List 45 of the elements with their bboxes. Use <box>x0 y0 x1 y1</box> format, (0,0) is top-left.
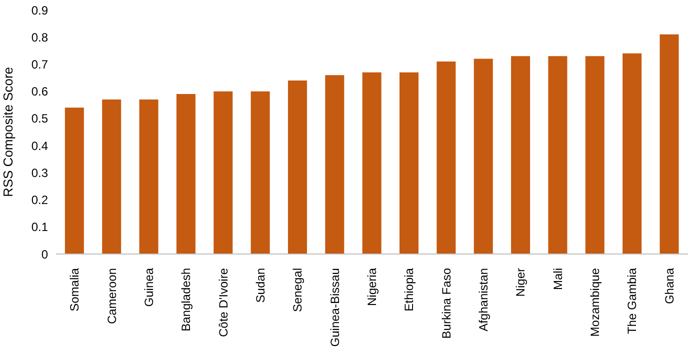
bar <box>102 99 122 254</box>
bar <box>176 94 196 254</box>
bar <box>64 108 84 254</box>
x-tick-label: Mozambique <box>588 268 602 337</box>
x-tick-label: Sudan <box>253 268 268 303</box>
y-tick-label: 0.7 <box>31 57 48 72</box>
x-tick-label: Guinea <box>142 268 156 307</box>
bar <box>214 91 233 254</box>
x-tick-label: Afghanistan <box>476 268 491 332</box>
x-tick-label: Côte D'Ivoire <box>216 268 230 337</box>
y-tick-label: 0.1 <box>31 220 48 234</box>
bar <box>622 53 642 254</box>
bar <box>325 75 344 254</box>
x-tick-label: Guinea-Bissau <box>328 268 342 347</box>
bar <box>436 62 456 254</box>
y-tick-label: 0.3 <box>31 166 48 180</box>
x-tick-label: Ghana <box>662 268 676 304</box>
x-tick-label: Somalia <box>68 268 82 312</box>
x-tick-label: Burkina Faso <box>439 268 454 339</box>
y-tick-label: 0.4 <box>31 138 48 153</box>
bar <box>585 56 604 254</box>
y-axis-title: RSS Composite Score <box>0 66 16 198</box>
x-tick-label: The Gambia <box>625 268 640 334</box>
bar <box>660 34 679 254</box>
y-tick-label: 0.2 <box>31 193 48 208</box>
y-tick-label: 0.8 <box>31 30 48 44</box>
bar <box>139 99 158 254</box>
x-tick-label: Ethiopia <box>402 268 416 312</box>
x-tick-label: Bangladesh <box>179 268 194 332</box>
y-tick-label: 0.6 <box>31 84 48 99</box>
y-tick-label: 0 <box>41 247 48 262</box>
x-tick-label: Niger <box>514 268 528 297</box>
bar <box>362 72 382 254</box>
bar <box>250 91 270 254</box>
x-tick-label: Nigeria <box>365 268 379 306</box>
bar <box>548 56 568 254</box>
bar <box>511 56 530 254</box>
bar <box>474 58 493 254</box>
x-tick-label: Cameroon <box>104 268 119 324</box>
bar <box>288 80 307 254</box>
y-tick-label: 0.9 <box>31 3 48 18</box>
x-tick-label: Mali <box>550 268 565 290</box>
x-tick-label: Senegal <box>290 268 305 312</box>
bar <box>400 72 419 254</box>
y-tick-label: 0.5 <box>31 112 48 126</box>
